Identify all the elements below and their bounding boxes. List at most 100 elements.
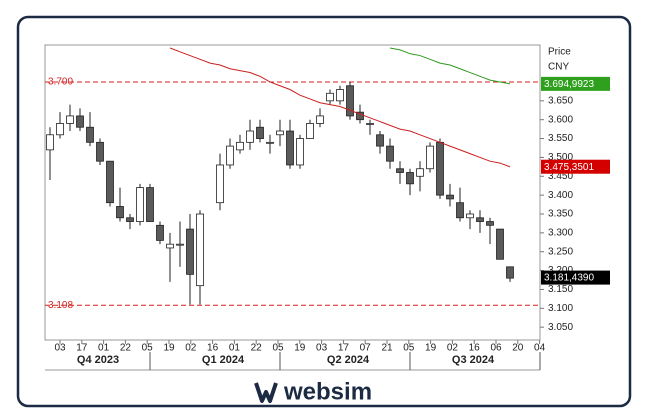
x-tick-label: 22 — [120, 343, 132, 354]
candle-body — [426, 145, 434, 170]
x-tick-label: 17 — [76, 343, 88, 354]
candle-body — [96, 141, 104, 162]
value-tag-label: 3.181,4390 — [544, 273, 594, 284]
x-tick-label: 16 — [469, 343, 481, 354]
candle-body — [386, 145, 394, 162]
candle-body — [66, 115, 74, 124]
candle-body — [216, 164, 224, 204]
candle-body — [236, 141, 244, 151]
candle-body — [46, 134, 54, 151]
candle-body — [276, 130, 284, 136]
y-tick-label: 3.250 — [548, 246, 573, 257]
x-tick-label: 06 — [490, 343, 502, 354]
quarter-label: Q2 2024 — [327, 354, 370, 366]
candle-body — [286, 130, 294, 166]
y-tick-label: 3.550 — [548, 133, 573, 144]
currency-label: CNY — [548, 62, 569, 73]
candle-body — [466, 213, 474, 219]
logo-icon — [254, 382, 278, 403]
x-tick-label: 02 — [447, 343, 459, 354]
candle-body — [106, 160, 114, 204]
y-tick-label: 3.050 — [548, 322, 573, 333]
moving-average-line — [169, 47, 511, 168]
candle-body — [186, 228, 194, 275]
candle-body — [266, 141, 274, 144]
brand: websim — [283, 378, 372, 405]
x-tick-label: 05 — [272, 343, 284, 354]
candle-body — [356, 111, 364, 121]
candle-body — [86, 126, 94, 143]
candle-body — [256, 126, 264, 139]
candle-body — [456, 202, 464, 219]
x-tick-label: 05 — [403, 343, 415, 354]
y-tick-label: 3.650 — [548, 95, 573, 106]
reference-label: 3.700 — [48, 77, 73, 88]
x-tick-label: 19 — [425, 343, 437, 354]
y-tick-label: 3.450 — [548, 171, 573, 182]
candle-body — [366, 123, 374, 125]
x-tick-label: 03 — [54, 343, 66, 354]
candle-body — [226, 145, 234, 166]
x-tick-label: 20 — [512, 343, 524, 354]
quarter-label: Q3 2024 — [452, 354, 495, 366]
candle-body — [176, 243, 184, 246]
candle-body — [126, 217, 134, 222]
candle-body — [146, 187, 154, 222]
axis-label: Price — [548, 47, 571, 58]
y-tick-label: 3.400 — [548, 190, 573, 201]
x-tick-label: 01 — [98, 343, 110, 354]
y-tick-label: 3.300 — [548, 228, 573, 239]
y-tick-label: 3.600 — [548, 114, 573, 125]
moving-average-line — [389, 47, 511, 85]
candle-body — [56, 123, 64, 136]
x-tick-label: 03 — [316, 343, 328, 354]
candle-body — [346, 85, 354, 117]
candle-body — [326, 92, 334, 102]
x-tick-label: 01 — [229, 343, 241, 354]
candle-body — [406, 172, 414, 185]
x-tick-label: 04 — [534, 343, 546, 354]
quarter-label: Q1 2024 — [202, 354, 245, 366]
x-tick-label: 22 — [251, 343, 263, 354]
x-tick-label: 05 — [142, 343, 154, 354]
x-tick-label: 07 — [360, 343, 372, 354]
candle-body — [116, 206, 124, 219]
candle-body — [496, 228, 504, 260]
candle-body — [376, 134, 384, 147]
candle-body — [136, 187, 144, 222]
y-tick-label: 3.350 — [548, 209, 573, 220]
value-tag — [541, 76, 610, 91]
y-tick-label: 3.150 — [548, 284, 573, 295]
x-tick-label: 19 — [163, 343, 175, 354]
candle-body — [296, 138, 304, 166]
x-tick-label: 21 — [381, 343, 393, 354]
candle-body — [436, 141, 444, 196]
candle-body — [396, 168, 404, 173]
reference-label: 3.108 — [48, 300, 73, 311]
candle-body — [336, 89, 344, 102]
candle-body — [306, 123, 314, 139]
y-tick-label: 3.100 — [548, 303, 573, 314]
y-tick-label: 3.500 — [548, 152, 573, 163]
x-tick-label: 19 — [294, 343, 306, 354]
candle-body — [166, 243, 174, 249]
candle-body — [416, 168, 424, 177]
value-tag — [541, 159, 610, 174]
candle-body — [446, 194, 454, 200]
candle-body — [246, 130, 254, 143]
candle-body — [506, 266, 514, 279]
value-tag — [541, 270, 610, 285]
x-tick-label: 17 — [338, 343, 350, 354]
value-tag-label: 3.475,3501 — [544, 162, 594, 173]
x-tick-label: 02 — [185, 343, 197, 354]
candle-body — [76, 115, 84, 128]
plot-area — [44, 44, 541, 341]
candle-body — [196, 213, 204, 287]
x-tick-label: 16 — [207, 343, 219, 354]
candle-body — [476, 217, 484, 222]
quarter-label: Q4 2023 — [77, 354, 119, 366]
candle-body — [316, 115, 324, 124]
candle-body — [156, 224, 164, 241]
